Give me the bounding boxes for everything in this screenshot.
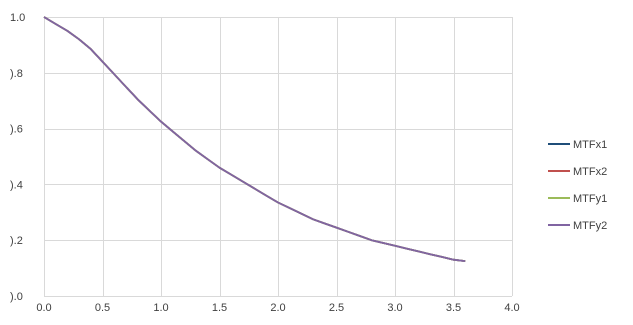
- series-line-mtfy1: [43, 16, 466, 262]
- legend-label: MTFy2: [573, 220, 607, 232]
- y-tick-label: ).8: [10, 68, 23, 80]
- y-axis-ticks: ).0 ).2 ).4 ).6 ).8 1.0: [10, 12, 25, 303]
- series-line-mtfx2: [43, 16, 466, 262]
- y-tick-label: ).0: [10, 291, 23, 303]
- x-tick-label: 0.5: [95, 302, 110, 314]
- y-tick-label: ).2: [10, 235, 23, 247]
- legend-label: MTFy1: [573, 193, 607, 205]
- legend-label: MTFx2: [573, 166, 607, 178]
- legend: MTFx1 MTFx2 MTFy1 MTFy2: [548, 139, 607, 232]
- series-lines: [43, 16, 466, 262]
- y-tick-label: 1.0: [10, 12, 25, 24]
- x-tick-label: 2.5: [329, 302, 344, 314]
- series-line-mtfy2: [43, 16, 466, 262]
- x-tick-label: 3.5: [446, 302, 461, 314]
- y-tick-label: ).4: [10, 179, 23, 191]
- x-tick-label: 1.5: [212, 302, 227, 314]
- grid: [44, 17, 513, 297]
- x-tick-label: 3.0: [387, 302, 402, 314]
- x-tick-label: 1.0: [153, 302, 168, 314]
- x-tick-label: 2.0: [270, 302, 285, 314]
- x-axis-ticks: 0.0 0.5 1.0 1.5 2.0 2.5 3.0 3.5 4.0: [36, 302, 519, 314]
- x-tick-label: 4.0: [504, 302, 519, 314]
- legend-label: MTFx1: [573, 139, 607, 151]
- series-line-mtfx1: [43, 16, 466, 262]
- y-tick-label: ).6: [10, 124, 23, 136]
- x-tick-label: 0.0: [36, 302, 51, 314]
